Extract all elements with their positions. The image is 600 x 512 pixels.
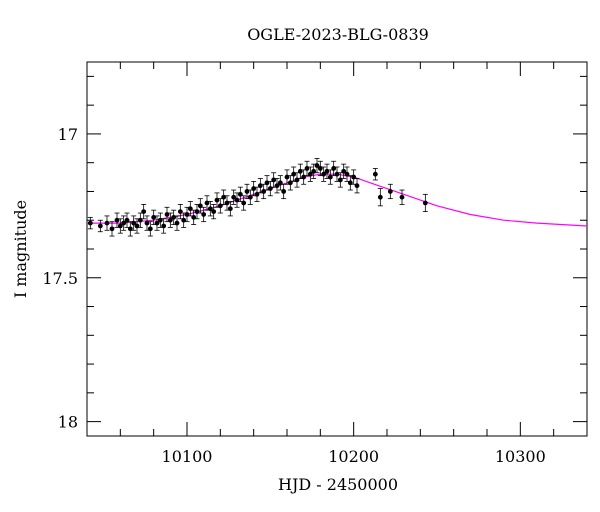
y-axis-label: I magnitude	[11, 200, 30, 298]
data-point	[161, 223, 167, 229]
chart-title: OGLE-2023-BLG-0839	[247, 25, 429, 44]
data-point	[281, 189, 287, 194]
data-point	[201, 212, 207, 217]
data-point	[227, 206, 233, 212]
data-point	[211, 209, 217, 215]
data-point	[104, 220, 110, 226]
data-point	[147, 226, 153, 232]
y-tick-label: 17.5	[42, 269, 78, 288]
data-point	[241, 200, 247, 206]
data-point	[167, 217, 173, 223]
data-point	[307, 171, 313, 177]
data-point	[422, 200, 428, 206]
data-point	[354, 183, 360, 189]
x-tick-label: 10100	[162, 447, 213, 466]
data-point	[314, 163, 320, 168]
data-point	[121, 220, 127, 226]
y-tick-label: 18	[58, 413, 78, 432]
data-point	[154, 220, 160, 226]
data-point	[117, 223, 123, 229]
data-point	[321, 171, 327, 177]
data-point	[87, 220, 93, 226]
data-point	[399, 194, 405, 200]
data-point	[109, 226, 115, 232]
data-point	[372, 171, 378, 177]
data-point	[97, 223, 103, 229]
x-axis-label: HJD - 2450000	[278, 475, 398, 494]
data-point	[274, 183, 280, 189]
data-point	[174, 220, 180, 226]
data-point	[141, 209, 147, 215]
y-tick-label: 17	[58, 125, 78, 144]
model-curve	[87, 173, 588, 227]
data-point	[207, 206, 213, 212]
data-points-layer	[87, 157, 428, 237]
plot-frame	[86, 61, 588, 437]
data-point	[377, 194, 383, 200]
data-point	[387, 189, 393, 194]
x-tick-label: 10300	[495, 447, 546, 466]
data-point	[231, 194, 237, 200]
model-curve-layer	[87, 173, 588, 227]
x-tick-label: 10200	[328, 447, 379, 466]
data-point	[131, 220, 137, 226]
data-point	[341, 168, 347, 174]
axis-ticks	[86, 62, 588, 436]
